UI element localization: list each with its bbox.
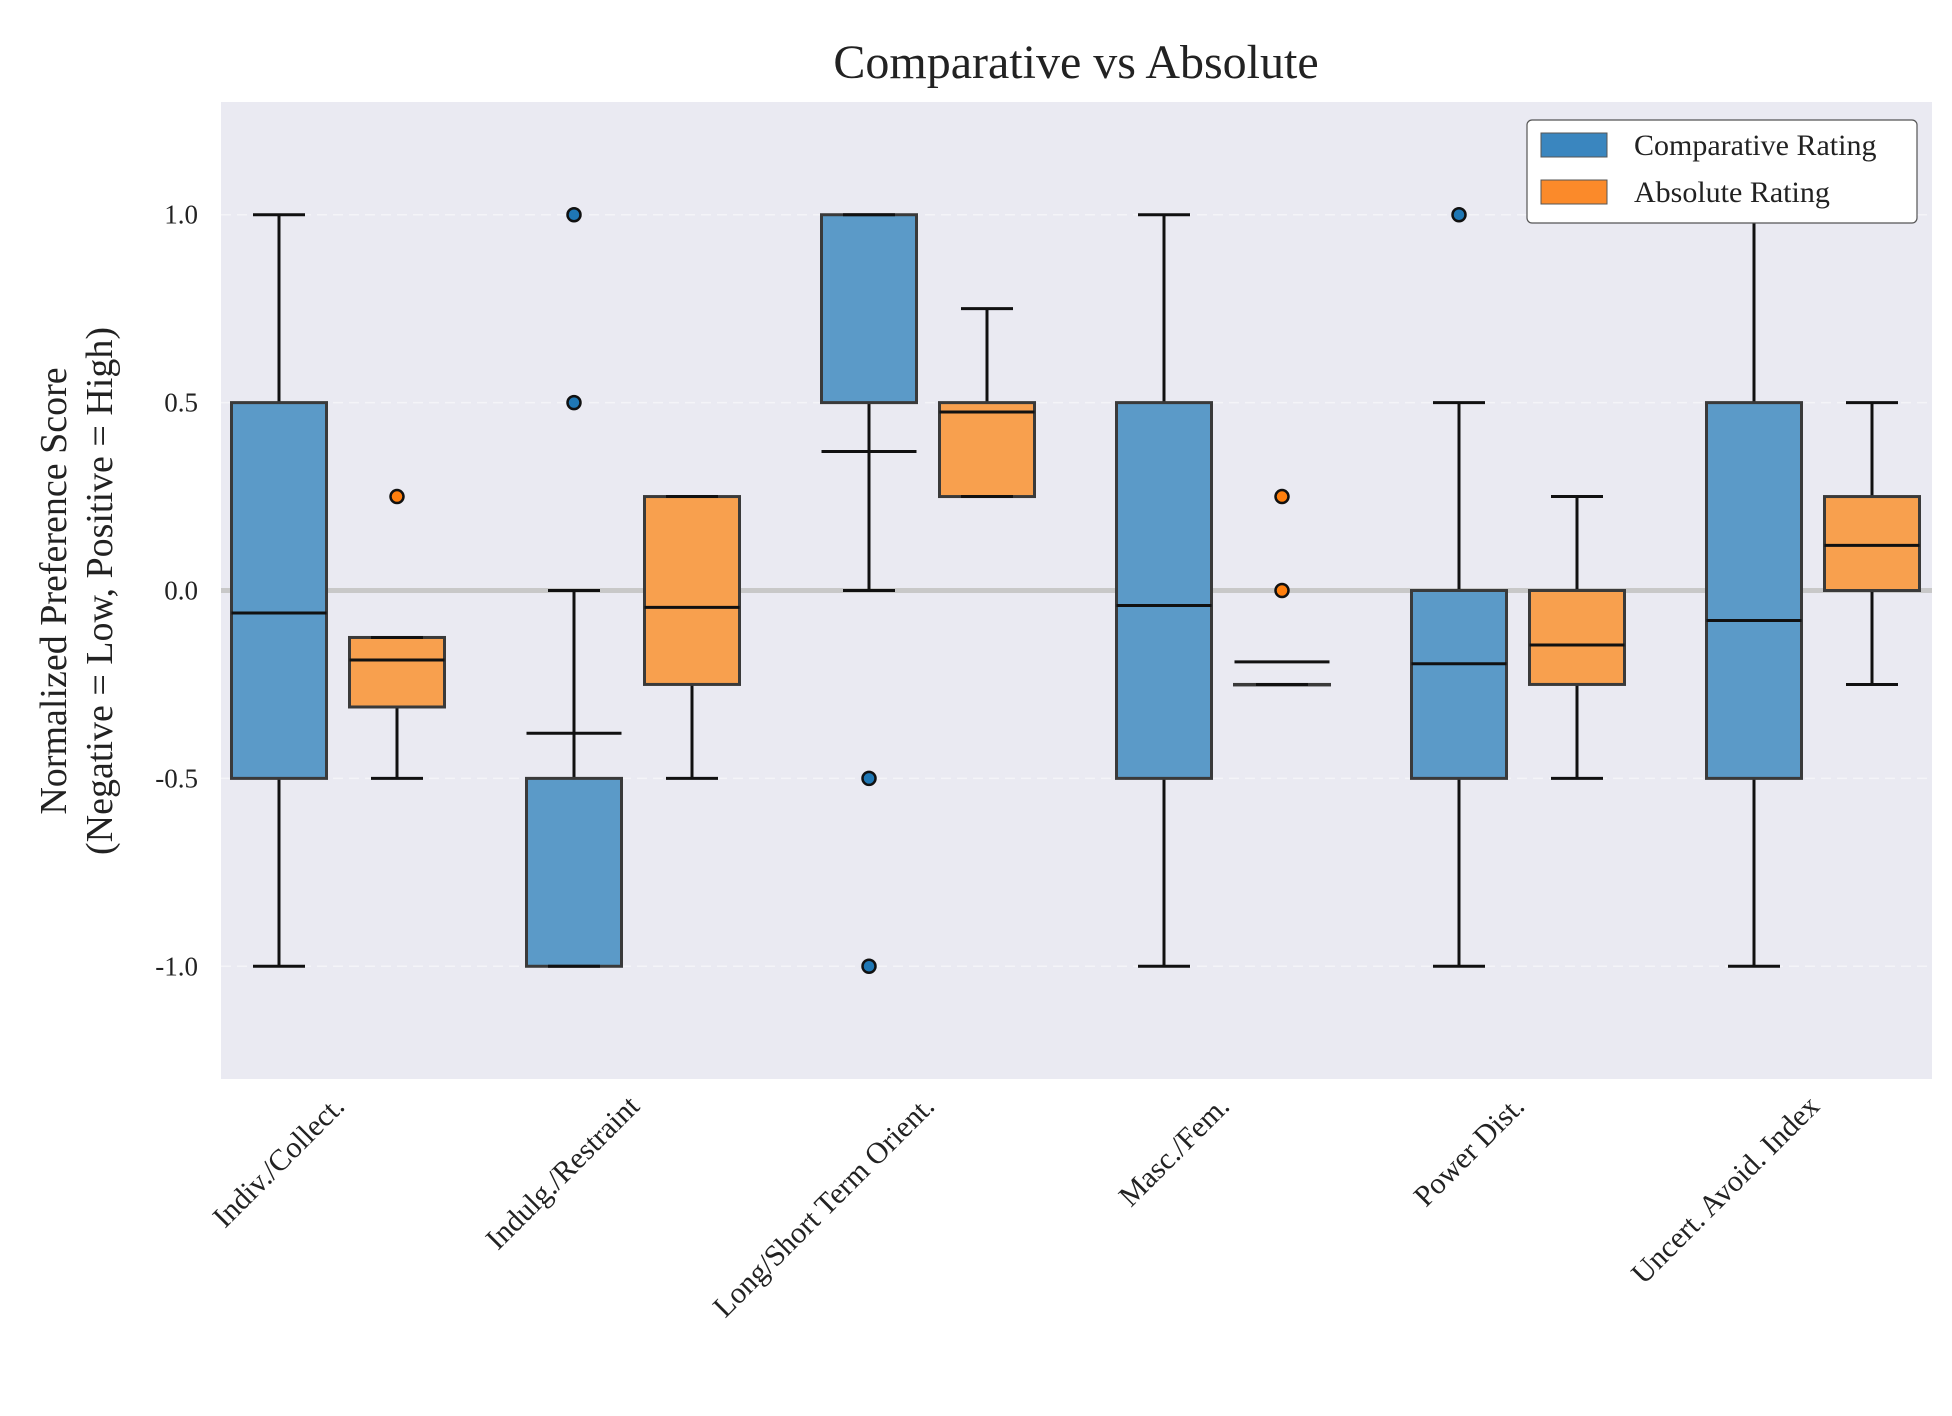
- x-tick-label: Indiv./Collect.: [206, 1090, 351, 1235]
- legend-label-absolute: Absolute Rating: [1634, 176, 1830, 209]
- y-axis-label: Normalized Preference Score (Negative = …: [33, 327, 121, 855]
- outlier-point: [1274, 488, 1290, 505]
- box-body: [348, 635, 446, 709]
- y-tick-label: -1.0: [155, 951, 198, 981]
- y-axis-label-line-1: Normalized Preference Score: [33, 367, 75, 814]
- outlier-point: [1451, 206, 1467, 223]
- y-tick-label: -0.5: [155, 763, 198, 793]
- outlier-point: [861, 770, 877, 787]
- boxes: [230, 206, 1921, 975]
- box-body: [1528, 589, 1626, 686]
- box-body: [820, 213, 918, 405]
- chart-title: Comparative vs Absolute: [833, 36, 1318, 89]
- box-comparative: [525, 206, 623, 968]
- x-tick-label: Power Dist.: [1407, 1090, 1531, 1214]
- legend-label-comparative: Comparative Rating: [1634, 129, 1876, 162]
- box-comparative: [230, 213, 328, 968]
- y-tick-label: 0.0: [164, 576, 198, 606]
- box-absolute: [1823, 401, 1921, 686]
- box-body: [643, 495, 741, 686]
- y-tick-label: 0.5: [164, 388, 198, 418]
- outlier-point: [566, 206, 582, 223]
- outlier-point: [566, 394, 582, 411]
- y-tick-label: 1.0: [164, 200, 198, 230]
- box-absolute: [348, 488, 446, 780]
- x-axis-ticks: Indiv./Collect. Indulg./Restraint Long/Sho…: [206, 1089, 1826, 1324]
- box-comparative: [1115, 213, 1213, 968]
- outlier-point: [389, 488, 405, 505]
- box-absolute: [643, 495, 741, 780]
- legend-swatch-comparative: [1540, 132, 1608, 158]
- outlier-point: [1274, 582, 1290, 599]
- box-absolute: [1528, 495, 1626, 780]
- box-body: [1705, 401, 1803, 780]
- x-tick-label: Uncert. Avoid. Index: [1625, 1090, 1826, 1291]
- y-axis-ticks: -1.0 -0.5 0.0 0.5 1.0: [155, 200, 198, 982]
- legend-swatch-absolute: [1540, 179, 1608, 205]
- x-tick-label: Indulg./Restraint: [479, 1089, 646, 1256]
- box-body: [525, 776, 623, 968]
- box-comparative: [1410, 206, 1508, 968]
- box-body: [1115, 401, 1213, 780]
- box-body: [1823, 495, 1921, 592]
- box-absolute: [1233, 488, 1331, 687]
- legend-frame: [1526, 119, 1918, 224]
- y-axis-label-line-2: (Negative = Low, Positive = High): [79, 327, 121, 855]
- box-body: [230, 401, 328, 780]
- outlier-point: [861, 958, 877, 975]
- box-body: [1410, 589, 1508, 780]
- box-absolute: [938, 307, 1036, 499]
- box-comparative: [820, 213, 918, 975]
- x-tick-label: Masc./Fem.: [1112, 1090, 1236, 1214]
- box-body: [938, 401, 1036, 499]
- x-tick-label: Long/Short Term Orient.: [707, 1090, 941, 1324]
- legend: Comparative Rating Absolute Rating: [1526, 119, 1918, 224]
